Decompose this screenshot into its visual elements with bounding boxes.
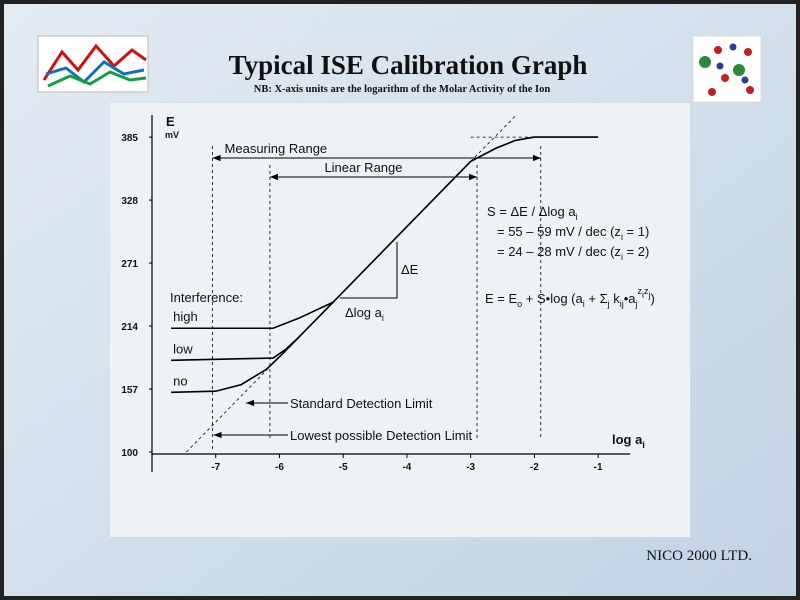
slide-subtitle: NB: X-axis units are the logarithm of th… [254, 84, 551, 95]
x-tick-label: -5 [339, 462, 348, 473]
response-curve [171, 336, 300, 362]
extrapolation-line [186, 353, 283, 453]
subscript: ij [620, 299, 624, 309]
text-part: = 24 – 28 mV / dec (z [497, 244, 621, 259]
superscript: z [644, 286, 649, 296]
chart-icon [37, 35, 149, 93]
x-tick-label: -4 [402, 462, 411, 473]
series-label: no [173, 373, 187, 388]
text-part: + Σ [585, 291, 608, 306]
molecule-icon [692, 35, 762, 103]
y-axis-label: E [166, 114, 175, 129]
y-tick-label: 214 [121, 322, 138, 333]
response-curve [282, 136, 599, 355]
subscript: i [621, 252, 623, 262]
response-curve [171, 301, 334, 330]
x-axis-label: log ai [612, 432, 645, 450]
y-tick-label: 271 [121, 259, 138, 270]
formula: = 55 – 59 mV / dec (zi = 1) [497, 224, 649, 242]
series-label: high [173, 309, 198, 324]
slide-title: Typical ISE Calibration Graph [229, 50, 588, 80]
superscript: j [648, 290, 651, 300]
subscript: i [583, 299, 585, 309]
limit-label: Standard Detection Limit [290, 396, 433, 411]
text-part: log a [612, 432, 643, 447]
subscript: i [642, 440, 645, 450]
series-heading: Interference: [170, 290, 243, 305]
subscript: i [621, 232, 623, 242]
formula: E = Eo + S•log (ai + Σj kij•ajzizj) [485, 286, 655, 309]
superscript: z [638, 286, 643, 296]
text-part: ΔE [401, 262, 419, 277]
text-part: S = ΔE / Δlog a [487, 204, 576, 219]
series-label: low [173, 341, 193, 356]
x-tick-label: -7 [211, 462, 220, 473]
subscript: j [635, 299, 638, 309]
superscript: i [642, 290, 644, 300]
text-part: = 55 – 59 mV / dec (z [497, 224, 621, 239]
footer: NICO 2000 LTD. [646, 548, 752, 564]
text-part: k [610, 291, 621, 306]
extrapolation-line [470, 115, 516, 162]
subscript: j [607, 299, 610, 309]
y-tick-label: 328 [121, 196, 138, 207]
y-tick-label: 385 [121, 133, 138, 144]
text-part: ) [651, 291, 655, 306]
text-part: = 2) [623, 244, 649, 259]
limit-label: Lowest possible Detection Limit [290, 428, 472, 443]
text-part: •a [624, 291, 637, 306]
range-label: Measuring Range [225, 141, 328, 156]
text-part: E = E [485, 291, 517, 306]
delta-triangle [340, 242, 398, 299]
text-part: + S•log (a [522, 291, 583, 306]
subscript: o [517, 299, 522, 309]
y-axis-unit: mV [165, 130, 179, 140]
range-label: Linear Range [324, 160, 402, 175]
x-tick-label: -6 [275, 462, 284, 473]
subscript: i [576, 212, 578, 222]
formula: S = ΔE / Δlog ai [487, 204, 578, 222]
text-part: = 1) [623, 224, 649, 239]
x-tick-label: -2 [530, 462, 539, 473]
x-tick-label: -3 [466, 462, 475, 473]
formula: = 24 – 28 mV / dec (zi = 2) [497, 244, 649, 262]
x-tick-label: -1 [594, 462, 603, 473]
y-tick-label: 100 [121, 448, 138, 459]
delta-e-label: ΔE [401, 262, 419, 277]
delta-log-label: Δlog ai [345, 305, 384, 323]
text-part: Δlog a [345, 305, 383, 320]
y-tick-label: 157 [121, 385, 138, 396]
subscript: i [382, 313, 384, 323]
